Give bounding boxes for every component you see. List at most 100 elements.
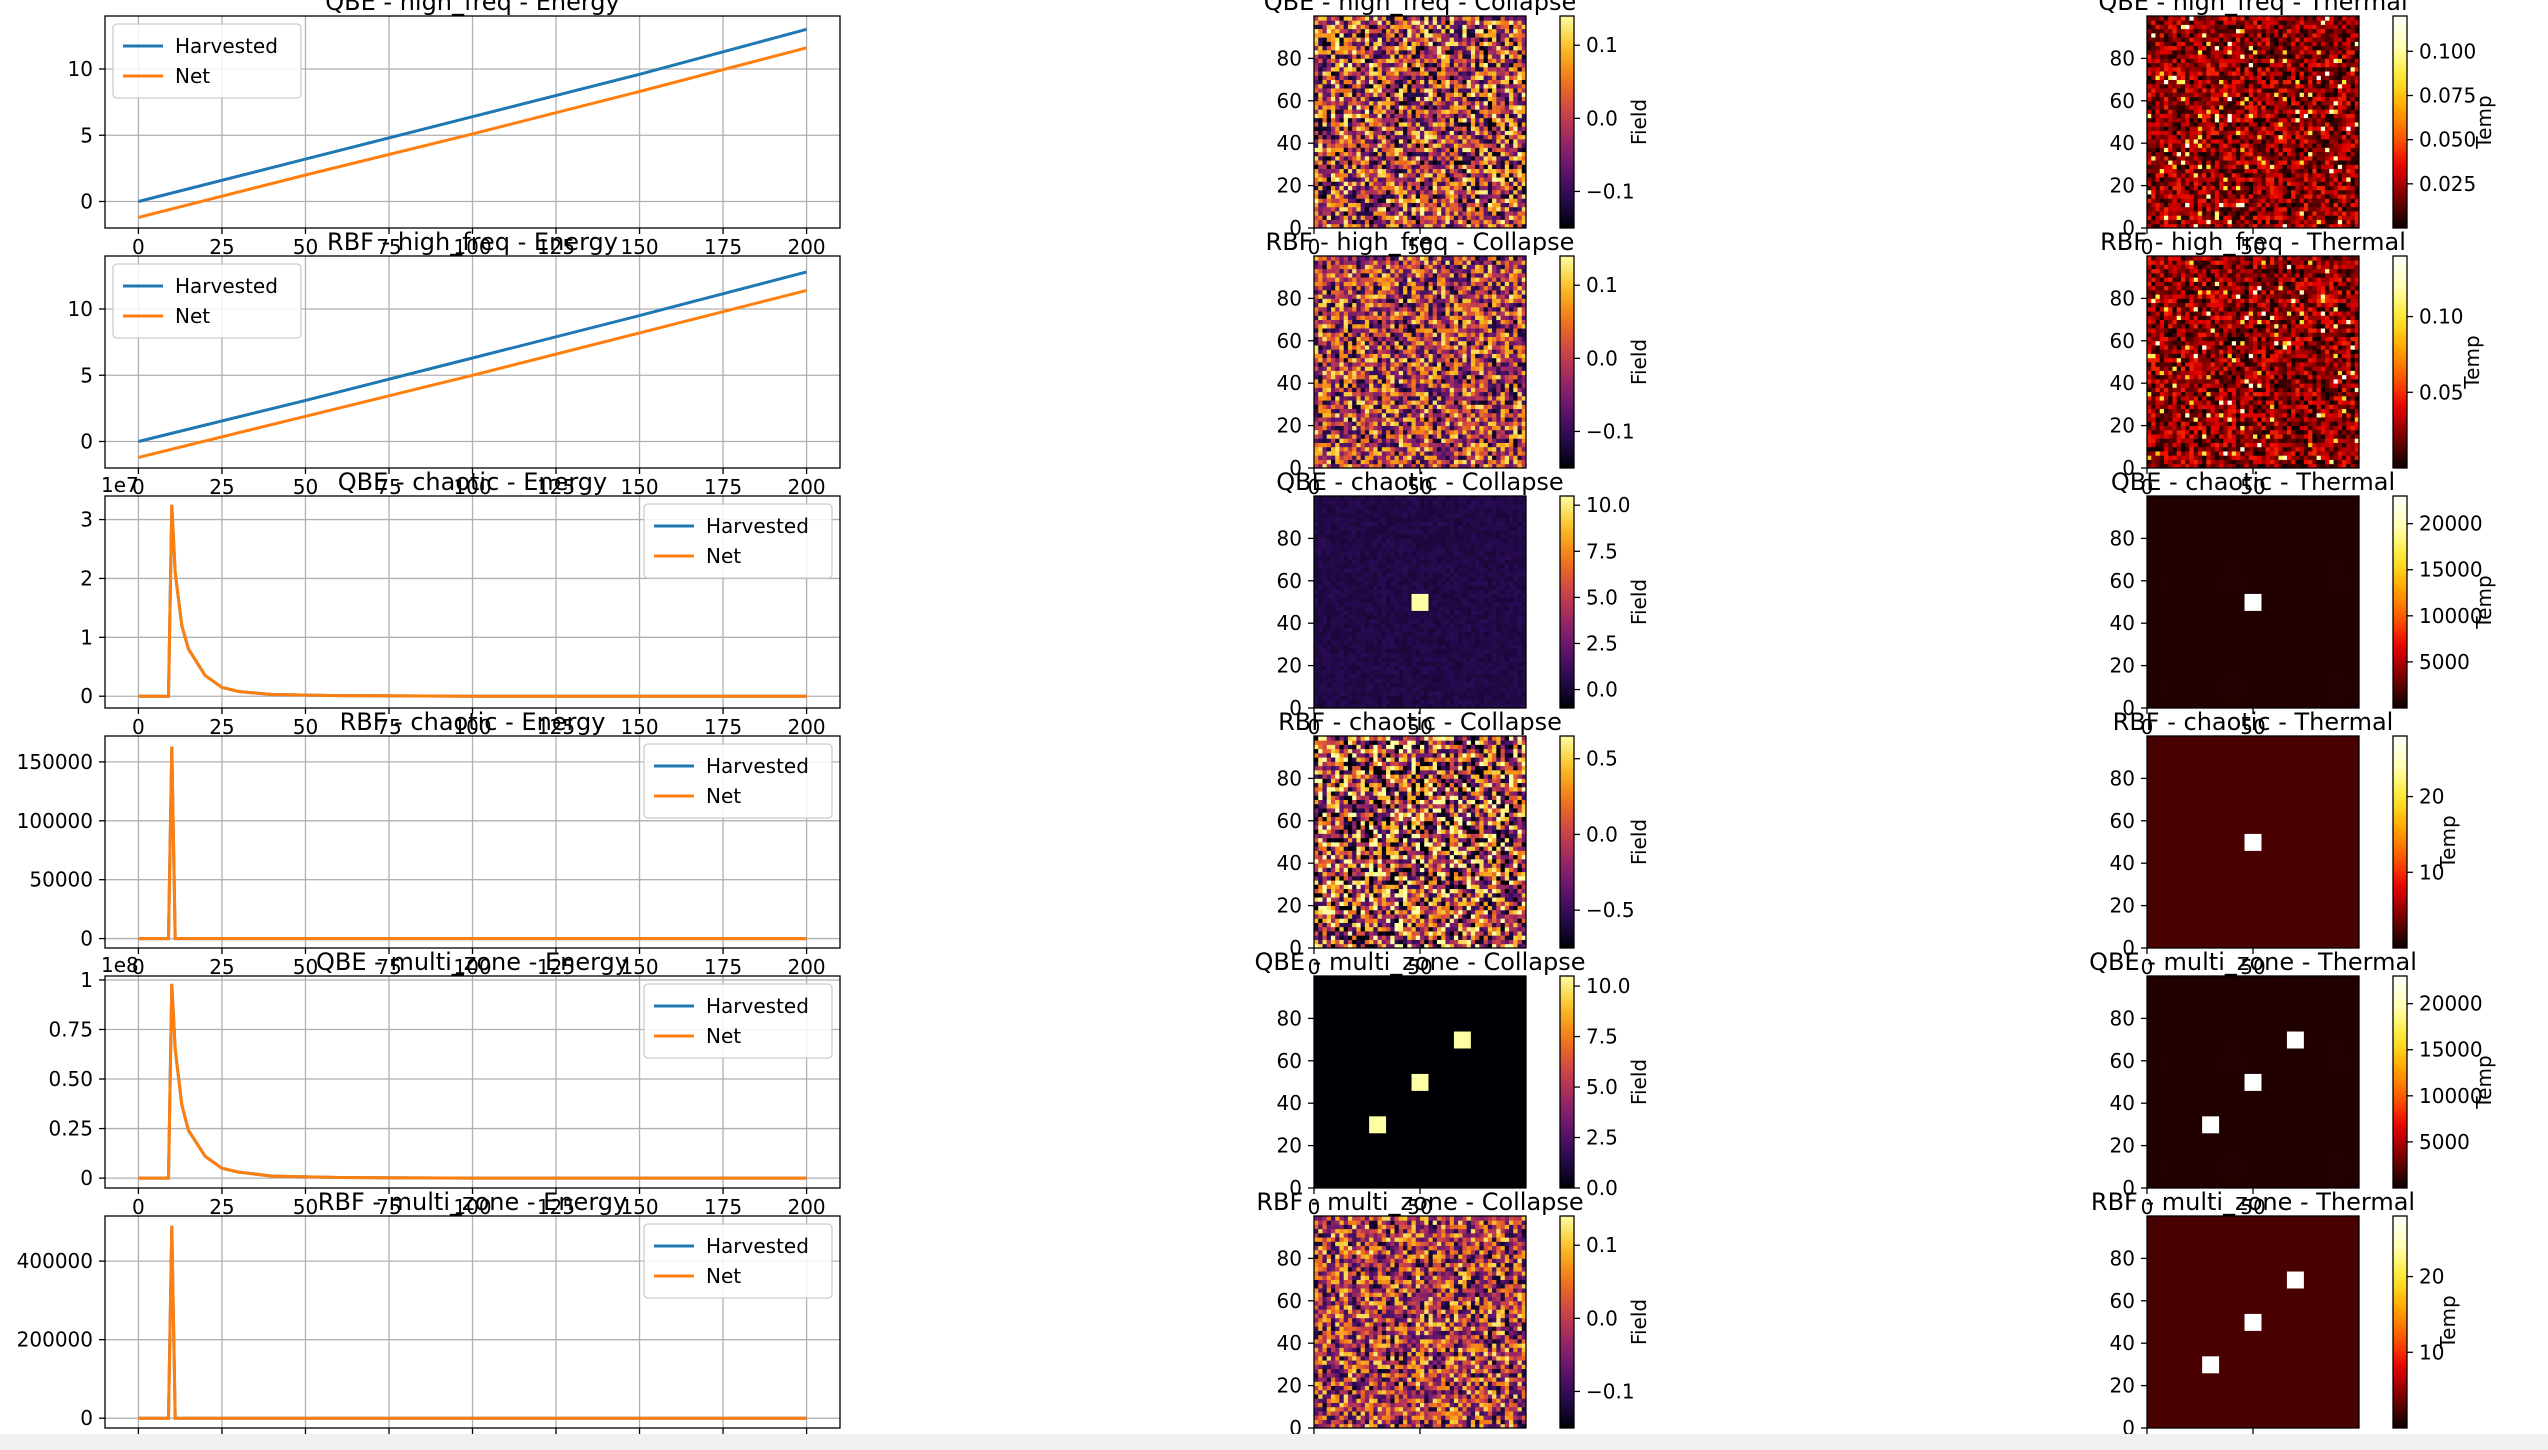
heatmap-cell [2350,126,2356,131]
heatmap-cell [2197,185,2203,191]
heatmap-cell [1428,96,1434,102]
heatmap-cell [2189,75,2195,80]
heatmap-cell [1330,219,1336,225]
heatmap-cell [2180,54,2186,59]
heatmap-cell [1415,172,1421,178]
heatmap-cell [2223,134,2228,140]
heatmap-cell [2253,96,2258,102]
heatmap-cell [1398,92,1404,97]
heatmap-cell [1343,71,1349,76]
heatmap-cell [1381,164,1387,170]
heatmap-cell [2269,164,2275,170]
heatmap-cell [2147,189,2152,195]
heatmap-cell [2291,45,2296,51]
heatmap-cell [2189,181,2195,186]
heatmap-cell [2282,215,2288,220]
heatmap-cell [1487,79,1493,85]
heatmap-cell [2333,32,2339,38]
heatmap-cell [2354,32,2360,38]
heatmap-cell [1449,92,1455,97]
heatmap-cell [1356,194,1362,199]
heatmap-cell [1360,215,1366,220]
heatmap-cell [2282,219,2288,225]
heatmap-cell [1390,117,1395,123]
heatmap-cell [1483,211,1489,216]
heatmap-cell [1487,134,1493,140]
heatmap-cell [2308,198,2313,203]
heatmap-cell [2295,198,2301,203]
heatmap-cell [1386,62,1391,68]
heatmap-cell [1318,164,1323,170]
heatmap-cell [1339,109,1345,114]
heatmap-cell [2248,211,2254,216]
heatmap-cell [2244,49,2250,55]
heatmap-cell [2329,185,2334,191]
heatmap-cell [2168,168,2173,174]
heatmap-cell [1487,24,1493,30]
heatmap-cell [2223,49,2228,55]
heatmap-cell [1424,96,1429,102]
heatmap-cell [2163,24,2169,30]
heatmap-cell [1420,223,1425,229]
heatmap-cell [2197,126,2203,131]
heatmap-cell [2248,83,2254,89]
heatmap-cell [2316,206,2322,212]
heatmap-cell [2316,28,2322,34]
heatmap-cell [2342,71,2347,76]
heatmap-cell [1343,194,1349,199]
heatmap-cell [2350,134,2356,140]
heatmap-cell [2193,202,2199,208]
heatmap-cell [1360,181,1366,186]
heatmap-cell [1517,185,1523,191]
heatmap-cell [2286,100,2292,106]
heatmap-cell [1335,151,1340,157]
heatmap-cell [2197,164,2203,170]
heatmap-cell [2168,54,2173,59]
heatmap-cell [2312,223,2317,229]
heatmap-cell [2337,126,2343,131]
heatmap-cell [2248,41,2254,47]
heatmap-cell [2312,198,2317,203]
heatmap-cell [1356,168,1362,174]
heatmap-cell [1322,54,1328,59]
heatmap-cell [1466,109,1472,114]
heatmap-cell [2163,181,2169,186]
heatmap-cell [1343,134,1349,140]
heatmap-cell [2214,219,2220,225]
heatmap-cell [1377,206,1383,212]
heatmap-cell [1407,79,1412,85]
heatmap-cell [2202,109,2207,114]
heatmap-cell [1458,177,1463,182]
heatmap-cell [1356,223,1362,229]
heatmap-cell [2155,206,2161,212]
heatmap-cell [2337,198,2343,203]
heatmap-cell [1326,41,1332,47]
heatmap-cell [2231,24,2237,30]
x-tick-label: 175 [704,235,742,259]
heatmap-cell [2286,138,2292,144]
heatmap-cell [1377,198,1383,203]
heatmap-cell [2329,223,2334,229]
heatmap-cell [2295,189,2301,195]
heatmap-cell [1509,75,1514,80]
heatmap-cell [2210,100,2216,106]
heatmap-cell [2303,130,2309,136]
heatmap-cell [1453,134,1459,140]
heatmap-cell [1500,83,1506,89]
heatmap-cell [2320,54,2326,59]
heatmap-cell [1420,71,1425,76]
heatmap-cell [1475,164,1480,170]
heatmap-cell [1347,54,1353,59]
heatmap-cell [2155,58,2161,64]
heatmap-cell [1369,202,1374,208]
heatmap-cell [1377,117,1383,123]
heatmap-cell [1394,75,1400,80]
heatmap-cell [2325,66,2330,72]
heatmap-cell [2176,105,2182,110]
heatmap-cell [2291,177,2296,182]
heatmap-cell [2155,155,2161,161]
heatmap-cell [1356,138,1362,144]
heatmap-cell [1424,160,1429,165]
heatmap-cell [1509,206,1514,212]
